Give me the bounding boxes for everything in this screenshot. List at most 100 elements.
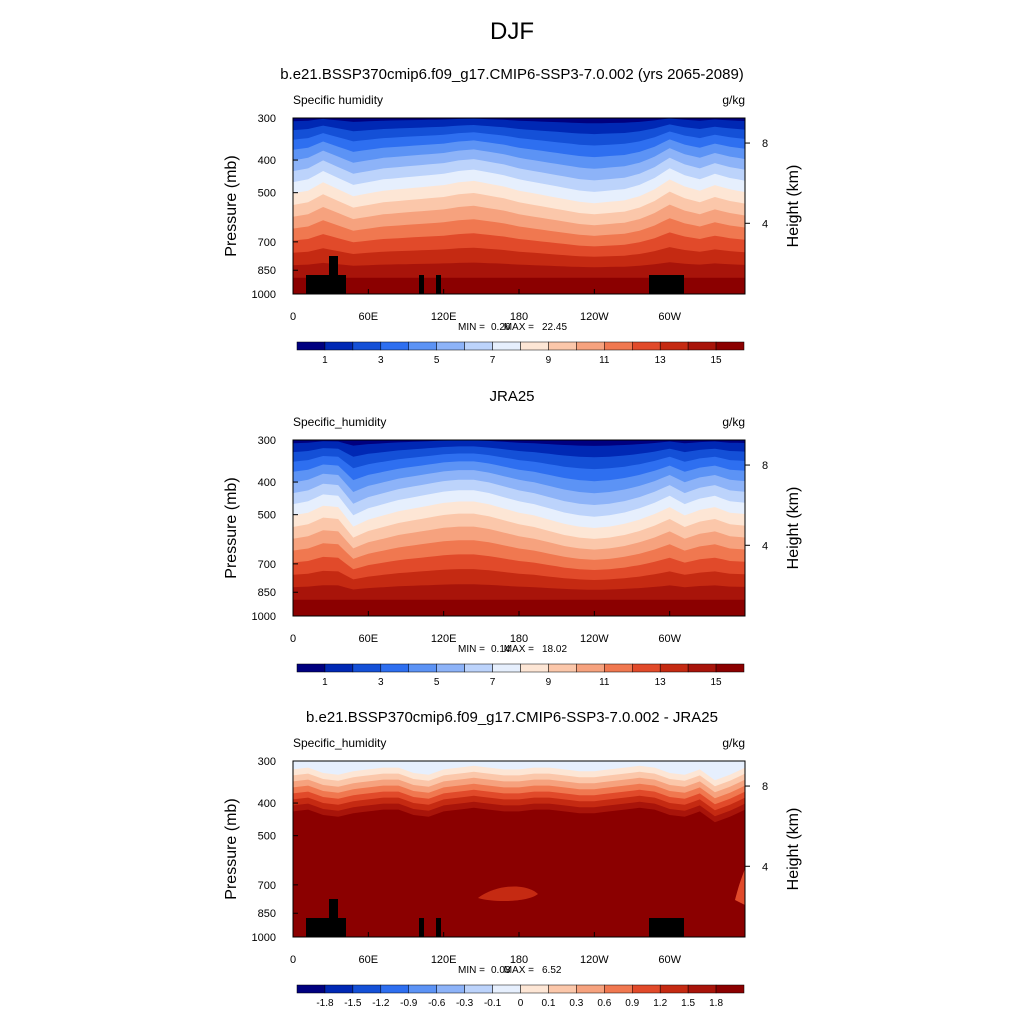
right-tick-label: 4	[762, 861, 768, 873]
contour-band	[293, 277, 745, 294]
units-label: g/kg	[722, 415, 745, 429]
colorbar-swatch	[324, 341, 354, 351]
colorbar-label: 1.2	[653, 998, 667, 1009]
colorbar-label: 3	[378, 355, 384, 366]
contour-band	[293, 807, 745, 937]
max-label: MAX =	[504, 322, 534, 333]
colorbar-swatch	[380, 984, 409, 994]
colorbar-label: 11	[599, 677, 610, 688]
colorbar-label: 13	[655, 677, 667, 688]
y-tick-label: 300	[258, 756, 276, 768]
colorbar-swatch	[576, 663, 605, 673]
y-tick-label: 850	[258, 265, 276, 277]
colorbar-swatch	[632, 341, 661, 351]
topography-block	[329, 899, 338, 918]
max-value: 22.45	[542, 322, 567, 333]
colorbar-label: 7	[490, 355, 496, 366]
colorbar-swatch	[604, 984, 633, 994]
y-tick-label: 1000	[252, 289, 276, 301]
contour-fill-group	[293, 440, 745, 616]
x-tick-label: 120E	[431, 954, 457, 966]
y-axis-label: Pressure (mb)	[223, 155, 240, 256]
right-axis-label: Height (km)	[785, 165, 802, 248]
colorbar-swatch	[632, 663, 661, 673]
colorbar-label: 0.6	[597, 998, 611, 1009]
colorbar-label: 13	[655, 355, 667, 366]
min-value: 0.26	[491, 322, 511, 333]
x-tick-label: 60W	[658, 633, 681, 645]
colorbar-label: -0.3	[456, 998, 474, 1009]
panel-title: JRA25	[489, 388, 534, 405]
max-label: MAX =	[504, 965, 534, 976]
colorbar-label: 15	[711, 677, 723, 688]
x-tick-label: 0	[290, 633, 296, 645]
colorbar-swatch	[548, 341, 577, 351]
colorbar-label: -1.8	[316, 998, 334, 1009]
min-value: 0.14	[491, 644, 511, 655]
colorbar-swatch	[492, 341, 521, 351]
contour-fill-group	[293, 118, 745, 294]
colorbar-label: 3	[378, 677, 384, 688]
panel-title: b.e21.BSSP370cmip6.f09_g17.CMIP6-SSP3-7.…	[280, 66, 744, 83]
colorbar-swatch	[687, 663, 717, 673]
colorbar-swatch	[464, 663, 493, 673]
units-label: g/kg	[722, 93, 745, 107]
x-tick-label: 180	[510, 633, 528, 645]
colorbar-label: 5	[434, 677, 440, 688]
x-tick-label: 180	[510, 954, 528, 966]
right-tick-label: 8	[762, 138, 768, 150]
y-tick-label: 850	[258, 908, 276, 920]
colorbar-swatch	[492, 663, 521, 673]
contour-panel-2	[292, 439, 750, 617]
colorbar-swatch	[520, 663, 549, 673]
x-tick-label: 0	[290, 311, 296, 323]
right-tick-label: 4	[762, 218, 768, 230]
colorbar-swatch	[408, 984, 437, 994]
colorbar	[296, 341, 745, 351]
colorbar-label: -0.6	[428, 998, 446, 1009]
colorbar-swatch	[687, 341, 717, 351]
x-tick-label: 120W	[580, 311, 609, 323]
y-tick-label: 700	[258, 880, 276, 892]
x-tick-label: 60E	[359, 954, 379, 966]
colorbar-swatch	[352, 663, 382, 673]
y-axis-label: Pressure (mb)	[223, 798, 240, 899]
right-tick-label: 8	[762, 781, 768, 793]
colorbar-swatch	[604, 341, 633, 351]
colorbar-swatch	[520, 341, 549, 351]
colorbar-label: 0.3	[569, 998, 583, 1009]
y-tick-label: 850	[258, 587, 276, 599]
y-tick-label: 500	[258, 831, 276, 843]
y-tick-label: 500	[258, 188, 276, 200]
panel-title: b.e21.BSSP370cmip6.f09_g17.CMIP6-SSP3-7.…	[306, 709, 718, 726]
colorbar-label: 7	[490, 677, 496, 688]
colorbar-swatch	[687, 984, 717, 994]
x-tick-label: 60E	[359, 311, 379, 323]
colorbar-label: 1.5	[681, 998, 695, 1009]
colorbar-label: 1	[322, 355, 328, 366]
topography-block	[436, 918, 441, 937]
topography-block	[329, 256, 338, 275]
colorbar-label: 5	[434, 355, 440, 366]
x-tick-label: 60E	[359, 633, 379, 645]
colorbar-swatch	[296, 341, 326, 351]
colorbar-swatch	[436, 984, 465, 994]
contour-band	[293, 599, 745, 616]
colorbar-label: -1.5	[344, 998, 362, 1009]
y-tick-label: 400	[258, 155, 276, 167]
colorbar-swatch	[436, 341, 465, 351]
colorbar-swatch	[715, 341, 745, 351]
y-tick-label: 1000	[252, 932, 276, 944]
colorbar-label: 15	[711, 355, 723, 366]
colorbar-swatch	[464, 341, 493, 351]
colorbar	[296, 984, 745, 994]
topography-block	[649, 918, 684, 937]
y-tick-label: 400	[258, 798, 276, 810]
y-tick-label: 700	[258, 559, 276, 571]
topography-block	[419, 918, 424, 937]
right-axis-label: Height (km)	[785, 487, 802, 570]
colorbar-swatch	[632, 984, 661, 994]
contour-panel-3	[292, 760, 750, 938]
colorbar-label: 9	[546, 677, 552, 688]
